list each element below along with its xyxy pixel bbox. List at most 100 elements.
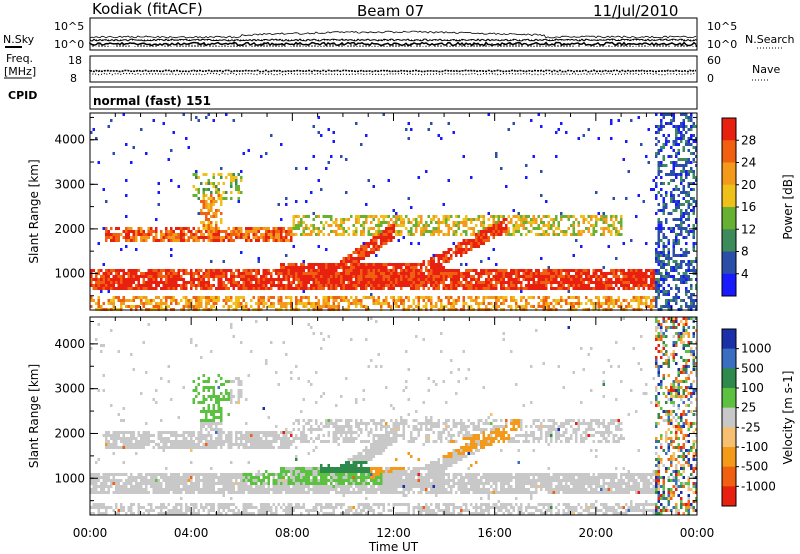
power-cell: [690, 278, 693, 281]
power-cell: [320, 266, 323, 269]
power-cell: [355, 281, 358, 284]
power-cell: [102, 281, 105, 284]
velocity-cell: [115, 506, 118, 509]
velocity-cell: [217, 401, 220, 404]
power-cell: [300, 233, 303, 236]
power-cell: [525, 218, 528, 221]
power-cell: [335, 233, 338, 236]
velocity-cell: [110, 443, 113, 446]
power-cell: [190, 236, 193, 239]
power-cell: [560, 215, 563, 218]
power-cell: [97, 281, 100, 284]
power-cell: [562, 299, 565, 302]
power-cell: [237, 281, 240, 284]
velocity-cell: [95, 461, 98, 464]
velocity-cell: [95, 506, 98, 509]
velocity-cell: [175, 512, 178, 515]
velocity-cell: [195, 488, 198, 491]
power-cell: [405, 296, 408, 299]
power-cell: [167, 239, 170, 242]
power-cell: [245, 269, 248, 272]
power-cell: [125, 215, 128, 218]
power-cell: [670, 170, 673, 173]
power-cell: [320, 284, 323, 287]
velocity-cell: [102, 482, 105, 485]
velocity-cell: [165, 485, 168, 488]
power-cell: [375, 287, 378, 290]
power-cell: [552, 281, 555, 284]
power-cell: [165, 230, 168, 233]
power-cell: [307, 281, 310, 284]
velocity-cell: [210, 467, 213, 470]
power-cell: [665, 164, 668, 167]
power-cell: [417, 269, 420, 272]
power-cell: [215, 191, 218, 194]
velocity-cell: [130, 512, 133, 515]
power-cell: [687, 290, 690, 293]
power-cell: [357, 218, 360, 221]
power-cell: [430, 122, 433, 125]
power-cell: [212, 275, 215, 278]
power-cell: [557, 269, 560, 272]
power-cell: [395, 275, 398, 278]
power-cell: [157, 302, 160, 305]
power-cell: [470, 248, 473, 251]
velocity-cell: [152, 482, 155, 485]
power-cell: [482, 287, 485, 290]
power-cell: [150, 284, 153, 287]
power-cell: [585, 278, 588, 281]
velocity-cell: [202, 443, 205, 446]
velocity-cell: [120, 509, 123, 512]
power-cell: [517, 215, 520, 218]
power-cell: [655, 281, 658, 284]
power-cell: [330, 263, 333, 266]
power-cell: [552, 272, 555, 275]
velocity-cell: [225, 392, 228, 395]
power-cell: [310, 191, 313, 194]
power-cell: [672, 170, 675, 173]
power-cell: [325, 263, 328, 266]
power-cell: [262, 227, 265, 230]
power-cell: [155, 287, 158, 290]
power-cell: [407, 275, 410, 278]
power-cell: [462, 305, 465, 308]
power-cell: [210, 221, 213, 224]
power-cell: [232, 179, 235, 182]
power-cell: [555, 131, 558, 134]
velocity-cell: [215, 398, 218, 401]
power-cell: [220, 287, 223, 290]
power-cell: [595, 296, 598, 299]
power-cell: [395, 212, 398, 215]
power-cell: [255, 278, 258, 281]
power-cell: [215, 215, 218, 218]
power-cell: [542, 302, 545, 305]
velocity-cell: [137, 485, 140, 488]
velocity-cell: [160, 482, 163, 485]
velocity-cell: [105, 491, 108, 494]
velocity-cell: [202, 485, 205, 488]
power-cell: [417, 242, 420, 245]
power-cell: [207, 287, 210, 290]
power-cell: [290, 284, 293, 287]
power-cell: [647, 284, 650, 287]
velocity-cell: [150, 479, 153, 482]
velocity-cell: [117, 509, 120, 512]
power-cell: [225, 275, 228, 278]
power-cell: [195, 188, 198, 191]
power-cell: [605, 299, 608, 302]
power-cell: [550, 302, 553, 305]
velocity-cell: [102, 473, 105, 476]
power-cell: [230, 173, 233, 176]
power-cell: [357, 215, 360, 218]
velocity-cell: [105, 476, 108, 479]
power-cell: [322, 266, 325, 269]
power-cell: [585, 287, 588, 290]
velocity-cell: [187, 431, 190, 434]
power-cell: [495, 302, 498, 305]
power-cell: [302, 281, 305, 284]
power-cell: [150, 230, 153, 233]
power-cell: [235, 305, 238, 308]
power-cell: [107, 230, 110, 233]
power-cell: [330, 155, 333, 158]
power-cell: [115, 239, 118, 242]
